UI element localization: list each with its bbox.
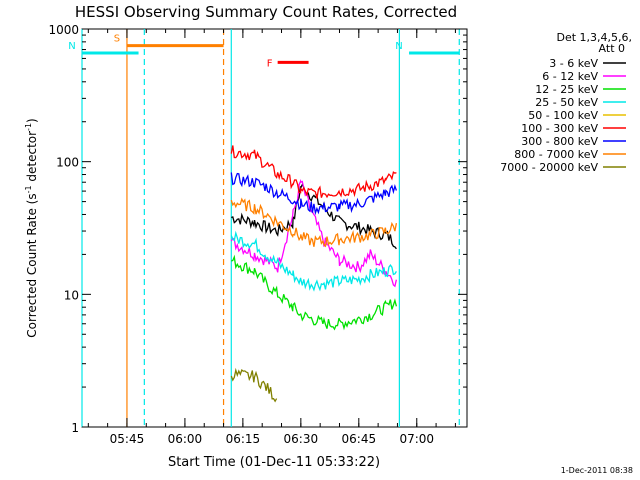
data-series (230, 145, 398, 403)
plot-area: S N N F 1 10 100 1000 05:45 06:00 06:15 06:30 06:4… (48, 23, 468, 446)
legend-label: 12 - 25 keV (535, 83, 598, 96)
series-line (230, 367, 278, 403)
legend-title-line-2: Att 0 (599, 42, 625, 55)
flag-label: N (68, 41, 75, 52)
flag-label: N (395, 41, 402, 52)
y-axis-label: Corrected Count Rate (s-1 detector-1) (24, 118, 39, 337)
series-line (230, 179, 398, 288)
flag-label: F (267, 58, 273, 69)
legend-label: 25 - 50 keV (535, 96, 598, 109)
x-axis-label: Start Time (01-Dec-11 05:33:22) (168, 455, 380, 470)
legend-title-line-1: Det 1,3,4,5,6, (556, 31, 632, 44)
y-tick-label: 100 (56, 156, 79, 170)
footer-timestamp: 1-Dec-2011 08:38 (561, 466, 633, 475)
series-line (230, 197, 398, 248)
observing-flags: S N N F (68, 34, 460, 69)
y-tick-label: 10 (64, 288, 79, 302)
legend-label: 100 - 300 keV (521, 122, 598, 135)
legend-label: 50 - 100 keV (528, 109, 598, 122)
y-tick-label: 1000 (48, 23, 79, 37)
legend-label: 3 - 6 keV (549, 57, 598, 70)
x-tick-label: 05:45 (110, 432, 145, 446)
series-line (231, 183, 397, 250)
x-tick-label: 07:00 (399, 432, 434, 446)
legend-label: 300 - 800 keV (521, 135, 598, 148)
x-tick-label: 06:00 (168, 432, 203, 446)
y-tick-label: 1 (71, 421, 79, 435)
series-line (230, 230, 397, 292)
series-line (231, 254, 398, 331)
x-tick-label: 06:15 (226, 432, 261, 446)
y-axis-ticks: 1 10 100 1000 (48, 23, 467, 435)
vertical-markers (81, 29, 460, 427)
legend-label: 800 - 7000 keV (514, 148, 598, 161)
flag-label: S (114, 34, 120, 45)
legend-label: 6 - 12 keV (542, 70, 598, 83)
x-tick-label: 06:30 (284, 432, 319, 446)
x-axis-ticks: 05:45 06:00 06:15 06:30 06:45 07:00 (87, 29, 456, 446)
series-line (230, 145, 397, 199)
x-tick-label: 06:45 (342, 432, 377, 446)
chart-title: HESSI Observing Summary Count Rates, Cor… (75, 3, 457, 21)
series-line (230, 172, 398, 216)
legend-label: 7000 - 20000 keV (500, 161, 598, 174)
